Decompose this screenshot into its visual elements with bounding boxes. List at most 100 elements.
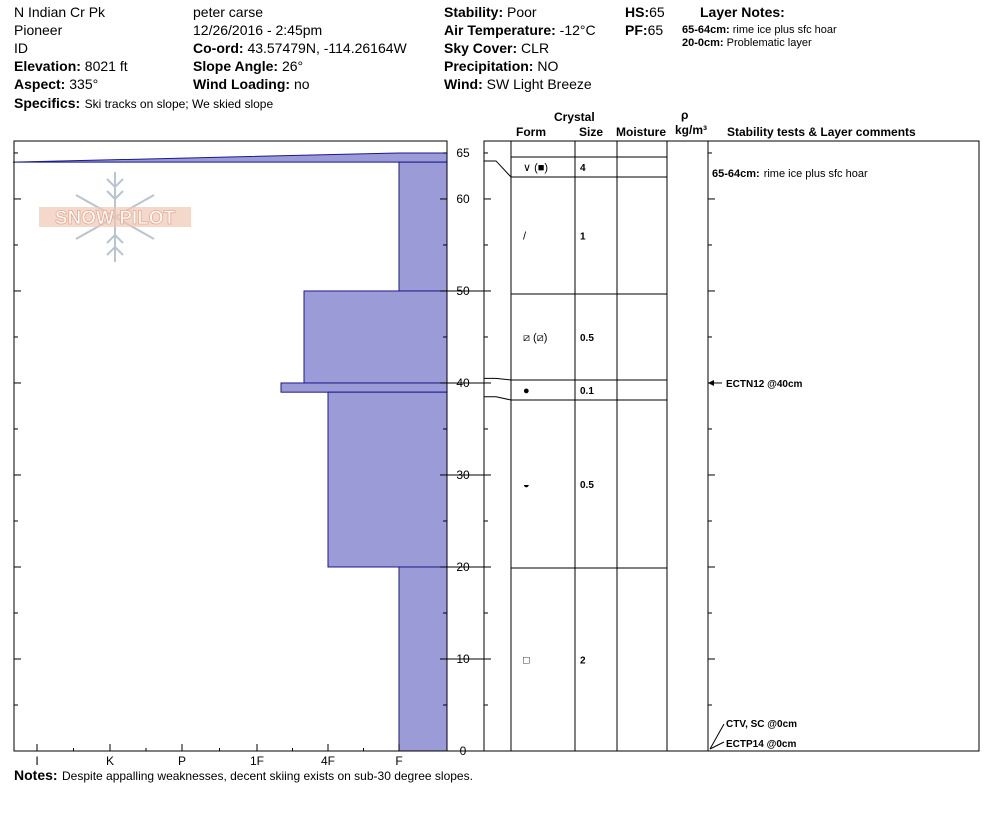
depth-ticks-left — [14, 152, 21, 752]
layer-sizes: 4 1 0.5 0.1 0.5 2 — [580, 163, 594, 667]
precipitation-field: Precipitation: NO — [444, 58, 558, 74]
layer-connectors — [484, 160, 512, 401]
hardness-frame — [13, 140, 448, 752]
wind-loading-field: Wind Loading: no — [193, 76, 310, 92]
crystal-form: □ — [523, 655, 530, 667]
sky-cover-value: CLR — [521, 40, 550, 56]
location-name: N Indian Cr Pk — [14, 4, 106, 20]
size-header: Size — [579, 125, 604, 139]
depth-label: 65 — [456, 146, 470, 160]
aspect-field: Aspect: 335° — [14, 76, 98, 92]
slope-angle-field: Slope Angle: 26° — [193, 58, 303, 74]
crystal-size: 0.1 — [580, 386, 594, 397]
crystal-size: 4 — [580, 163, 586, 174]
hardness-label: P — [178, 754, 186, 768]
density-unit-header: kg/m³ — [675, 123, 708, 137]
stability-test-pointer — [709, 741, 725, 750]
layer-note-text: Problematic layer — [726, 37, 812, 49]
layer-note: 65-64cm: rime ice plus sfc hoar — [682, 24, 837, 36]
layer-notes-title: Layer Notes: — [700, 4, 785, 20]
crystal-size: 2 — [580, 656, 586, 667]
layer-note-text: rime ice plus sfc hoar — [732, 24, 837, 36]
hardness-bar — [280, 382, 448, 393]
crystal-form: ⧄ (⧄) — [523, 332, 547, 344]
layer-comment-text: rime ice plus sfc hoar — [764, 168, 868, 180]
hardness-profile — [12, 152, 448, 752]
crystal-grid-columns — [510, 141, 709, 751]
specifics-label: Specifics: — [14, 95, 81, 111]
layer-note: 20-0cm: Problematic layer — [682, 37, 812, 49]
logo-text: SNOW PILOT — [55, 208, 176, 229]
wind-loading-label: Wind Loading: — [193, 76, 291, 92]
layer-forms: ∨ (■) / ⧄ (⧄) ● ◒ □ — [523, 162, 548, 667]
hs-value: 65 — [649, 4, 665, 20]
form-header: Form — [516, 125, 546, 139]
hardness-axis-labels: I K P 1F 4F F — [35, 744, 403, 768]
stability-field: Stability: Poor — [444, 4, 537, 20]
stability-value: Poor — [507, 4, 537, 20]
arrow-icon — [708, 379, 714, 386]
precipitation-value: NO — [537, 58, 559, 74]
moisture-header: Moisture — [616, 125, 667, 139]
stability-tests: ECTN12 @40cm CTV, SC @0cm ECTP14 @0cm — [708, 379, 803, 750]
crystal-size: 0.5 — [580, 480, 594, 491]
stability-label: Stability: — [444, 4, 504, 20]
wind-label: Wind: — [444, 76, 483, 92]
layer-connector — [484, 160, 512, 178]
depth-ticks-right — [440, 152, 715, 752]
layer-connector — [484, 396, 512, 401]
observer-name: peter carse — [193, 4, 264, 20]
hardness-label: I — [35, 754, 38, 768]
air-temp-value: -12°C — [559, 22, 596, 38]
depth-label: 60 — [456, 192, 470, 206]
crystal-size: 1 — [580, 232, 586, 243]
slope-angle-value: 26° — [281, 58, 304, 74]
wind-value: SW Light Breeze — [486, 76, 592, 92]
coord-label: Co-ord: — [193, 40, 244, 56]
hardness-label: 4F — [321, 754, 335, 768]
notes-value: Despite appalling weaknesses, decent ski… — [62, 769, 473, 783]
wind-loading-value: no — [293, 76, 310, 92]
aspect-label: Aspect: — [14, 76, 66, 92]
hardness-bar — [398, 566, 448, 752]
air-temp-field: Air Temperature: -12°C — [444, 22, 596, 38]
pf-label: PF: — [625, 22, 648, 38]
crystal-header: Crystal — [554, 110, 595, 124]
hardness-bar — [398, 161, 448, 292]
stability-test-label: CTV, SC @0cm — [726, 719, 797, 730]
notes-field: Notes: Despite appalling weaknesses, dec… — [14, 767, 473, 785]
hardness-label: 1F — [250, 754, 264, 768]
pf-value: 65 — [647, 22, 664, 38]
hardness-bar — [303, 290, 448, 384]
air-temp-label: Air Temperature: — [444, 22, 556, 38]
hardness-label: K — [106, 754, 114, 768]
crystal-form: / — [523, 231, 527, 243]
aspect-value: 335° — [69, 76, 99, 92]
coord-value: 43.57479N, -114.26164W — [247, 40, 407, 56]
observation-datetime: 12/26/2016 - 2:45pm — [193, 22, 323, 38]
sky-cover-label: Sky Cover: — [444, 40, 518, 56]
hs-field: HS:65 — [625, 4, 665, 20]
specifics-field: Specifics: Ski tracks on slope; We skied… — [14, 95, 273, 113]
range-name: Pioneer — [14, 22, 63, 38]
sky-cover-field: Sky Cover: CLR — [444, 40, 549, 56]
slope-angle-label: Slope Angle: — [193, 58, 279, 74]
wind-field: Wind: SW Light Breeze — [444, 76, 592, 92]
crystal-size: 0.5 — [580, 333, 594, 344]
pf-field: PF:65 — [625, 22, 663, 38]
hardness-bar — [327, 391, 448, 568]
layer-comment: 65-64cm: rime ice plus sfc hoar — [712, 168, 868, 180]
stability-test-label: ECTP14 @0cm — [726, 739, 796, 750]
layer-note-range: 20-0cm: — [682, 37, 724, 49]
layer-comment-range: 65-64cm: — [712, 168, 760, 180]
coord-field: Co-ord: 43.57479N, -114.26164W — [193, 40, 407, 56]
hardness-bar — [12, 152, 448, 163]
state-name: ID — [14, 40, 28, 56]
snowpilot-logo: SNOW PILOT — [39, 172, 191, 262]
comments-header: Stability tests & Layer comments — [727, 125, 916, 139]
stability-test-label: ECTN12 @40cm — [726, 379, 803, 390]
notes-label: Notes: — [14, 767, 58, 783]
stability-test-pointer — [709, 723, 725, 750]
